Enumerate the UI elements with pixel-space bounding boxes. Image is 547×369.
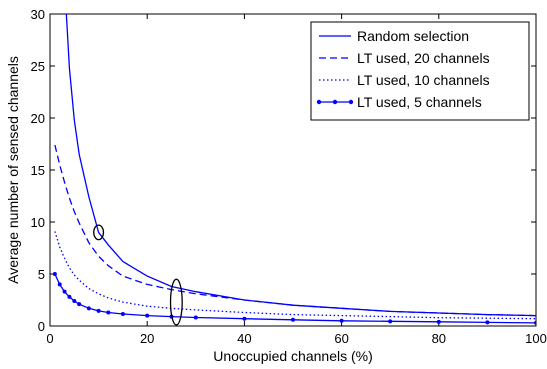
series-point (62, 289, 67, 294)
y-tick-label: 20 (31, 111, 45, 126)
y-tick-label: 15 (31, 163, 45, 178)
x-axis-label: Unoccupied channels (%) (213, 348, 373, 364)
annotation-ellipse-1 (93, 224, 105, 241)
legend-label: LT used, 5 channels (357, 94, 482, 110)
annotation-ellipse-2 (169, 278, 183, 326)
series-line-2 (54, 144, 536, 317)
series-point (388, 319, 393, 324)
x-tick-label: 100 (525, 331, 547, 346)
x-axis-ticks: 0 20 40 60 80 100 (46, 14, 547, 346)
legend-marker (332, 99, 338, 105)
legend-marker (316, 99, 322, 105)
x-tick-label: 0 (46, 331, 53, 346)
y-tick-label: 10 (31, 215, 45, 230)
series-line-3 (54, 231, 536, 320)
x-tick-label: 80 (432, 331, 446, 346)
series-point (145, 313, 150, 318)
y-tick-label: 25 (31, 59, 45, 74)
y-axis-label: Average number of sensed channels (5, 56, 21, 284)
series-point (72, 299, 77, 304)
series-point (106, 310, 111, 315)
x-tick-label: 40 (237, 331, 251, 346)
series-point (57, 282, 62, 287)
series-point (67, 294, 72, 299)
series-point (291, 317, 295, 322)
series-point (339, 318, 344, 323)
legend-label: LT used, 20 channels (357, 50, 490, 66)
y-axis-ticks: 0 5 10 15 20 25 30 (31, 7, 536, 334)
series-point (96, 308, 101, 313)
series-point (120, 312, 125, 317)
legend-label: LT used, 10 channels (357, 72, 490, 88)
y-tick-label: 30 (31, 7, 45, 22)
series-point (193, 315, 198, 320)
series-layer (52, 14, 536, 325)
legend-label: Random selection (357, 28, 469, 44)
series-point (485, 320, 490, 325)
series-point (86, 306, 91, 311)
x-tick-label: 20 (140, 331, 154, 346)
legend: Random selection LT used, 20 channels LT u… (310, 21, 530, 121)
legend-marker (348, 99, 354, 105)
series-2 (54, 144, 536, 317)
series-point (77, 302, 82, 307)
series-4 (52, 272, 536, 325)
series-point (534, 320, 536, 325)
legend-box (310, 21, 530, 121)
legend-item: LT used, 10 channels (319, 72, 490, 88)
series-point (242, 316, 247, 321)
annotation-layer (93, 224, 183, 326)
series-point (52, 272, 57, 276)
series-point (436, 319, 441, 324)
y-tick-label: 5 (38, 267, 45, 282)
series-3 (54, 231, 536, 320)
series-1 (65, 14, 536, 317)
legend-item: LT used, 20 channels (319, 50, 490, 66)
y-tick-label: 0 (38, 319, 45, 334)
legend-item: Random selection (319, 28, 469, 44)
legend-item: LT used, 5 channels (316, 94, 482, 110)
series-line-1 (65, 14, 536, 317)
x-tick-label: 60 (334, 331, 348, 346)
